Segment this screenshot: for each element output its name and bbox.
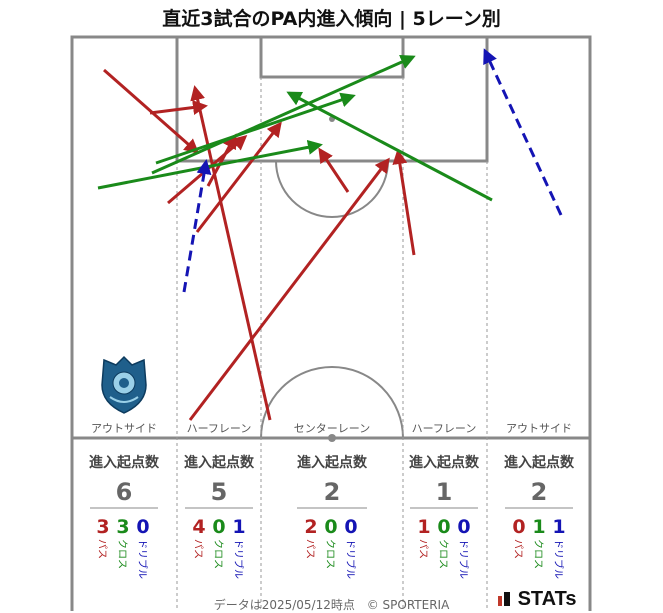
cross-label: クロス <box>324 539 336 569</box>
dribble-arrow <box>483 48 563 216</box>
cross-label: クロス <box>532 539 544 569</box>
dribble-count: 0 <box>344 516 357 538</box>
pass-arrow <box>149 100 208 115</box>
dribble-count: 0 <box>136 516 149 538</box>
lane-label-2: ハーフレーン <box>187 422 252 435</box>
pass-arrow <box>206 133 237 187</box>
pass-label: パス <box>304 539 316 559</box>
dribble-arrow <box>182 159 212 293</box>
dribble-label: ドリブル <box>457 539 470 579</box>
center-spot <box>328 434 336 442</box>
pass-arrow <box>392 149 416 256</box>
dribble-count: 0 <box>457 516 470 538</box>
cross-count: 0 <box>324 516 337 538</box>
stat-header: 進入起点数 <box>409 454 480 471</box>
lane-label-1: アウトサイド <box>91 422 157 435</box>
data-date: データは2025/05/12時点 <box>213 598 355 612</box>
pass-arrow <box>190 85 272 421</box>
pass-arrow <box>195 121 282 233</box>
cross-count: 0 <box>212 516 225 538</box>
lane-stats-5: 進入起点数 2 0 1 1 パス クロス ドリブル <box>504 454 575 579</box>
chart-title: 直近3試合のPA内進入傾向 | 5レーン別 <box>162 8 501 30</box>
brand-text: STATs <box>517 588 577 610</box>
stats-brand-logo: STATs <box>498 588 576 611</box>
cross-count: 0 <box>437 516 450 538</box>
stat-header: 進入起点数 <box>504 454 575 471</box>
stat-header: 進入起点数 <box>297 454 368 471</box>
dribble-label: ドリブル <box>232 539 245 579</box>
pass-label: パス <box>417 539 429 559</box>
pass-label: パス <box>512 539 524 559</box>
lane-label-3: センターレーン <box>294 422 370 435</box>
club-crest-logo <box>101 355 147 414</box>
pass-arrow <box>318 147 350 193</box>
cross-count: 3 <box>116 516 129 538</box>
footer: データは2025/05/12時点 © SPORTERIA <box>0 596 663 613</box>
cross-label: クロス <box>212 539 224 569</box>
stat-total: 1 <box>436 478 453 506</box>
lane-stats-4: 進入起点数 1 1 0 0 パス クロス ドリブル <box>409 454 480 579</box>
cross-arrow <box>151 55 416 175</box>
lane-stats-1: 進入起点数 6 3 3 0 パス クロス ドリブル <box>89 454 160 579</box>
lane-stats-3: 進入起点数 2 2 0 0 パス クロス ドリブル <box>297 454 368 579</box>
pass-label: パス <box>96 539 108 559</box>
cross-count: 1 <box>532 516 545 538</box>
lane-stats-2: 進入起点数 5 4 0 1 パス クロス ドリブル <box>184 454 255 579</box>
stat-header: 進入起点数 <box>89 454 160 471</box>
lane-dividers <box>176 77 488 611</box>
cross-label: クロス <box>437 539 449 569</box>
stat-header: 進入起点数 <box>184 454 255 471</box>
cross-arrow <box>155 92 356 165</box>
stat-total: 5 <box>211 478 228 506</box>
dribble-count: 1 <box>232 516 245 538</box>
cross-label: クロス <box>116 539 128 569</box>
dribble-label: ドリブル <box>136 539 149 579</box>
dribble-count: 1 <box>552 516 565 538</box>
pass-label: パス <box>192 539 204 559</box>
pass-count: 3 <box>96 516 109 538</box>
pass-count: 0 <box>512 516 525 538</box>
cross-arrow <box>286 91 493 202</box>
dribble-label: ドリブル <box>552 539 565 579</box>
pass-count: 1 <box>417 516 430 538</box>
lane-label-4: ハーフレーン <box>412 422 477 435</box>
pass-count: 4 <box>192 516 205 538</box>
stat-total: 2 <box>324 478 341 506</box>
dribble-label: ドリブル <box>344 539 357 579</box>
entry-arrows <box>97 48 563 421</box>
stat-total: 2 <box>531 478 548 506</box>
pass-count: 2 <box>304 516 317 538</box>
lane-label-5: アウトサイド <box>506 422 572 435</box>
copyright: © SPORTERIA <box>366 598 450 612</box>
brand-mark-icon <box>498 596 502 606</box>
stat-total: 6 <box>116 478 133 506</box>
pass-arrow <box>188 157 390 421</box>
pass-arrow <box>103 68 200 154</box>
